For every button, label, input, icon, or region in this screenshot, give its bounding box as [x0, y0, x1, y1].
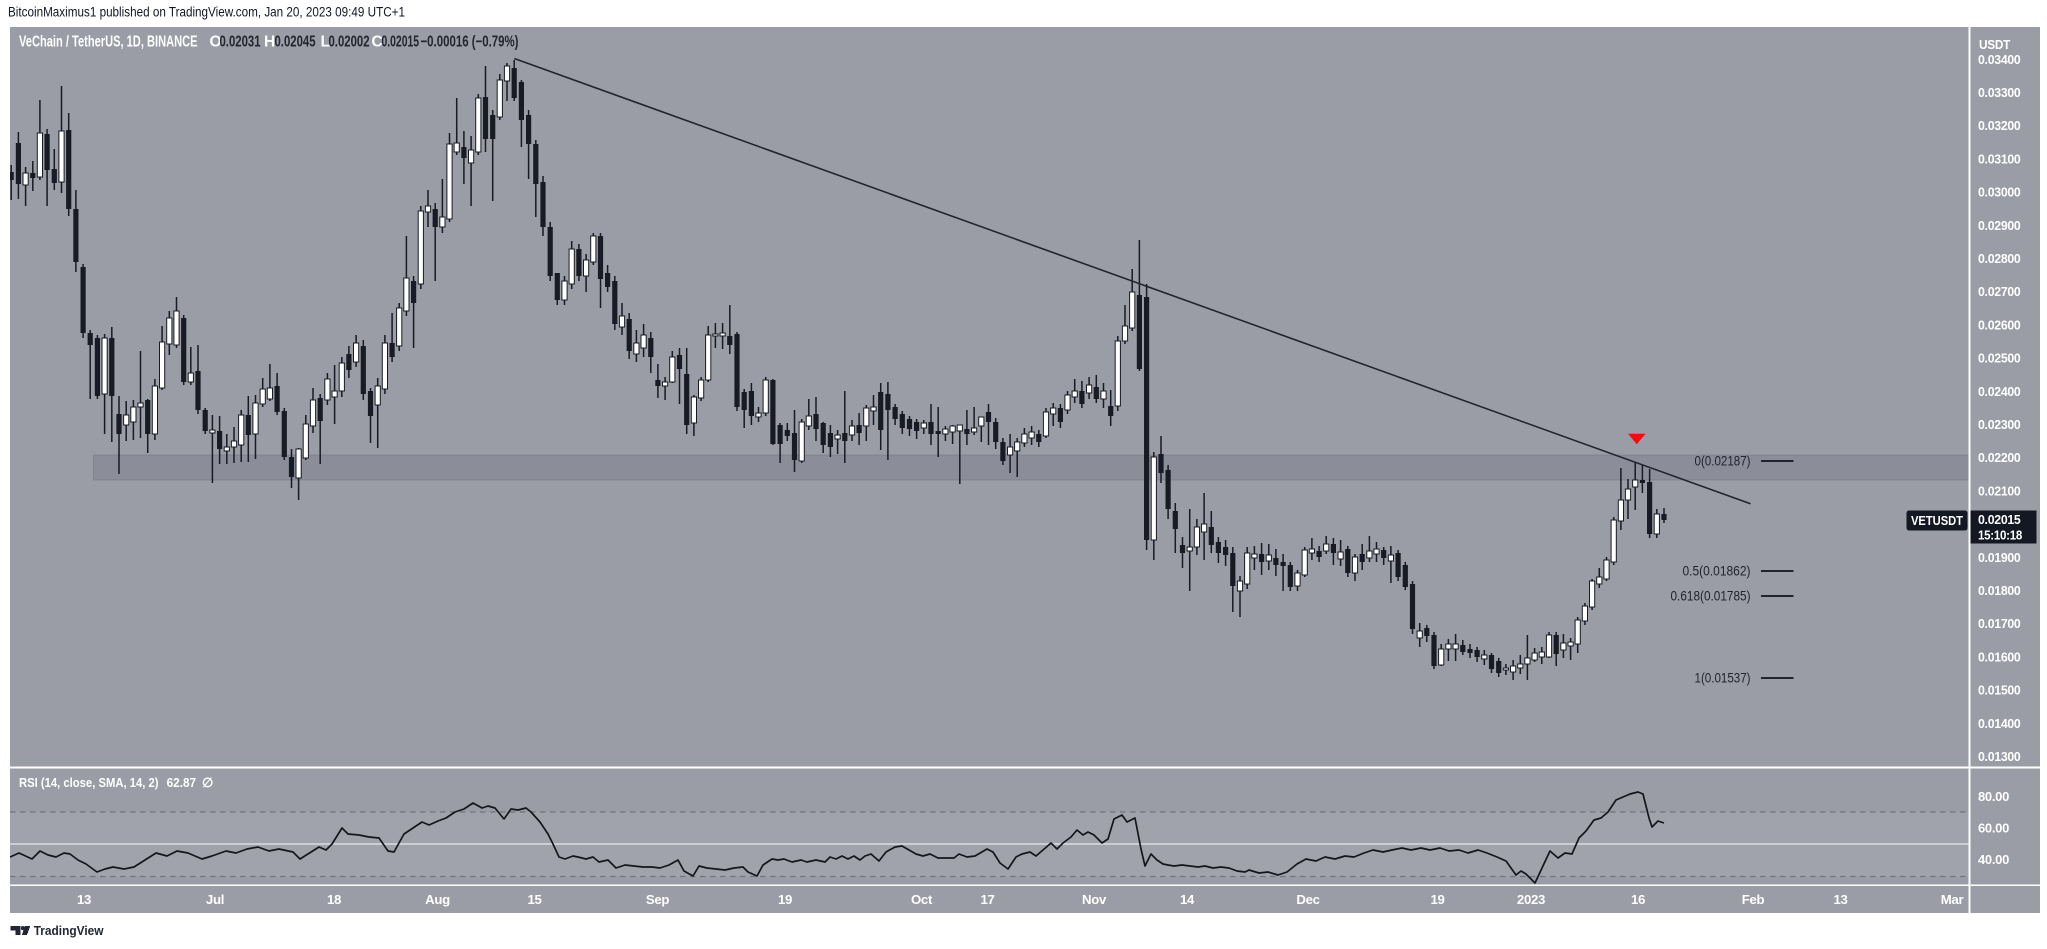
svg-text:0.03100: 0.03100 — [1978, 151, 2021, 166]
svg-text:TradingView: TradingView — [34, 923, 105, 938]
svg-text:0.5(0.01862): 0.5(0.01862) — [1683, 564, 1751, 579]
svg-text:19: 19 — [778, 892, 792, 907]
svg-text:Aug: Aug — [425, 892, 450, 907]
svg-text:Feb: Feb — [1742, 892, 1765, 907]
svg-text:15:10:18: 15:10:18 — [1978, 528, 2022, 543]
svg-text:0.03200: 0.03200 — [1978, 118, 2021, 133]
svg-text:0.02200: 0.02200 — [1978, 450, 2021, 465]
svg-text:17: 17 — [980, 892, 994, 907]
svg-text:0.02900: 0.02900 — [1978, 218, 2021, 233]
svg-text:0.03000: 0.03000 — [1978, 185, 2021, 200]
svg-text:0.02300: 0.02300 — [1978, 417, 2021, 432]
svg-text:RSI (14, close, SMA, 14, 2)62.: RSI (14, close, SMA, 14, 2) 62.87 ∅ — [19, 775, 214, 790]
svg-text:2023: 2023 — [1517, 892, 1545, 907]
svg-text:0.02015: 0.02015 — [1978, 512, 2021, 527]
svg-text:13: 13 — [77, 892, 91, 907]
svg-text:BitcoinMaximus1 published on T: BitcoinMaximus1 published on TradingView… — [8, 4, 405, 19]
svg-text:1(0.01537): 1(0.01537) — [1695, 671, 1751, 686]
svg-text:0.618(0.01785): 0.618(0.01785) — [1671, 589, 1751, 604]
svg-text:0(0.02187): 0(0.02187) — [1695, 454, 1751, 469]
svg-text:18: 18 — [327, 892, 341, 907]
svg-text:VETUSDT: VETUSDT — [1911, 513, 1963, 528]
svg-text:80.00: 80.00 — [1978, 789, 2009, 804]
svg-text:0.02800: 0.02800 — [1978, 251, 2021, 266]
svg-text:0.03300: 0.03300 — [1978, 85, 2021, 100]
svg-text:0.01500: 0.01500 — [1978, 683, 2021, 698]
svg-text:0.02700: 0.02700 — [1978, 284, 2021, 299]
svg-text:13: 13 — [1833, 892, 1847, 907]
svg-text:Nov: Nov — [1082, 892, 1107, 907]
svg-text:60.00: 60.00 — [1978, 821, 2009, 836]
svg-text:0.02400: 0.02400 — [1978, 384, 2021, 399]
svg-text:14: 14 — [1180, 892, 1195, 907]
svg-text:0.01300: 0.01300 — [1978, 749, 2021, 764]
svg-text:0.02500: 0.02500 — [1978, 351, 2021, 366]
svg-text:Mar: Mar — [1941, 892, 1964, 907]
svg-text:Dec: Dec — [1296, 892, 1319, 907]
svg-text:0.01600: 0.01600 — [1978, 649, 2021, 664]
svg-text:Jul: Jul — [206, 892, 224, 907]
svg-text:40.00: 40.00 — [1978, 852, 2009, 867]
svg-text:0.01900: 0.01900 — [1978, 550, 2021, 565]
svg-text:0.03400: 0.03400 — [1978, 52, 2021, 67]
svg-text:Sep: Sep — [646, 892, 670, 907]
svg-text:0.02600: 0.02600 — [1978, 317, 2021, 332]
svg-text:16: 16 — [1631, 892, 1645, 907]
svg-text:0.01400: 0.01400 — [1978, 716, 2021, 731]
svg-text:USDT: USDT — [1979, 37, 2010, 52]
svg-text:0.01700: 0.01700 — [1978, 616, 2021, 631]
svg-text:15: 15 — [527, 892, 541, 907]
svg-text:0.02100: 0.02100 — [1978, 483, 2021, 498]
svg-text:19: 19 — [1430, 892, 1444, 907]
svg-text:VeChain / TetherUS, 1D, BINANC: VeChain / TetherUS, 1D, BINANCE O0.02031 H… — [19, 33, 519, 50]
svg-text:0.01800: 0.01800 — [1978, 583, 2021, 598]
svg-text:Oct: Oct — [911, 892, 933, 907]
